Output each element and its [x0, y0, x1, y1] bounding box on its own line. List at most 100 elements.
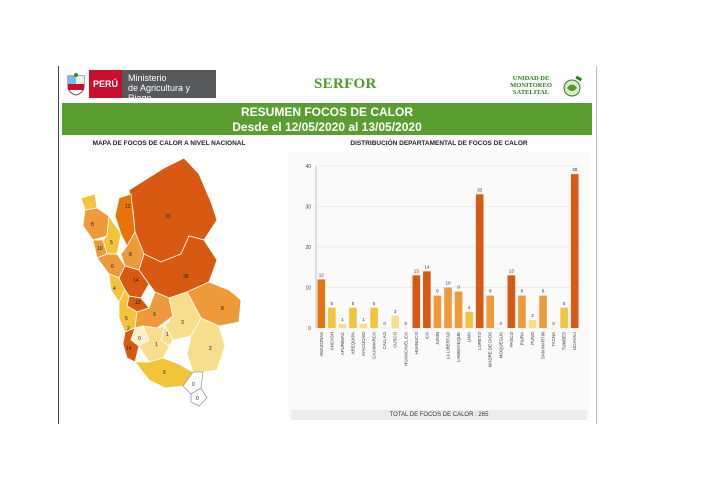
bar-value-label: 5 [373, 301, 376, 306]
bar-value-label: 8 [542, 289, 545, 294]
map-label-ancash: 4 [113, 286, 116, 292]
report-frame: PERÚ Ministerio de Agricultura y Riego S… [58, 66, 597, 424]
chart-bars [317, 174, 579, 328]
bar-value-label: 38 [572, 167, 578, 172]
bar-value-label: 4 [468, 305, 471, 310]
ministry-line1: Ministerio [128, 73, 167, 83]
bar-san-martin [539, 295, 547, 328]
bar-value-label: 12 [319, 272, 325, 277]
category-label: TUMBES [562, 332, 567, 350]
bar-value-label: 0 [500, 321, 503, 326]
map-region-moquegua [182, 371, 204, 395]
category-label: AMAZONAS [319, 332, 324, 357]
bar-amazonas [317, 279, 326, 328]
bar-huanuco [412, 275, 421, 328]
bar-pasco [507, 275, 516, 328]
category-label: MADRE DE DIOS [488, 332, 493, 367]
bar-value-label: 13 [414, 268, 420, 273]
map-label-junin: 9 [153, 312, 156, 318]
chart-panel [288, 152, 590, 418]
map-label-pasco: 13 [135, 300, 141, 306]
bar-value-label: 0 [383, 321, 386, 326]
bar-value-label: 0 [552, 321, 555, 326]
category-label: LIMA [467, 332, 472, 342]
bar-madre-de-dios [486, 295, 495, 328]
category-label: CAJAMARCA [372, 332, 377, 359]
map-region-tumbes [80, 193, 98, 211]
bar-cusco [391, 315, 400, 328]
bar-ancash [328, 307, 336, 328]
map-title: MAPA DE FOCOS DE CALOR A NIVEL NACIONAL [92, 140, 246, 147]
map-label-ica: 14 [126, 346, 132, 352]
map-label-huanuco: 14 [133, 278, 139, 284]
banner-subtitle: Desde el 12/05/2020 al 13/05/2020 [232, 120, 422, 134]
banner-title: RESUMEN FOCOS DE CALOR [240, 105, 413, 119]
category-label: TACNA [551, 332, 556, 347]
category-label: LA LIBERTAD [446, 332, 451, 359]
map-region-labels: 33 12 8 5 10 8 6 14 13 38 8 4 9 5 2 1 1 … [91, 204, 224, 402]
category-label: CUSCO [393, 331, 398, 347]
peru-label: PERÚ [89, 70, 123, 98]
category-label: UCAYALI [572, 332, 577, 350]
category-label: PIURA [519, 332, 524, 345]
category-label: HUANCAVELICA [403, 332, 408, 366]
bar-value-label: 0 [404, 321, 407, 326]
bar-value-label: 14 [424, 264, 430, 269]
bar-junin [433, 295, 442, 328]
bar-la-libertad [444, 287, 452, 328]
category-label: CALLAO [382, 331, 387, 349]
category-label: AYACUCHO [361, 331, 366, 356]
coat-of-arms-icon [63, 70, 89, 98]
category-label: PUNO [530, 331, 535, 344]
map-label-ucayali: 38 [183, 274, 189, 280]
map-label-madre-de-dios: 8 [221, 306, 224, 312]
bar-tumbes [560, 307, 568, 328]
chart-category-labels: AMAZONAS ANCASH APURIMAC AREQUIPA AYACUCHO CA… [319, 331, 577, 367]
map-label-lambayeque: 10 [97, 246, 103, 252]
bar-cajamarca [370, 307, 378, 328]
chart-value-labels: 12 5 1 5 1 5 0 3 0 13 14 8 10 9 4 33 8 0 13 8 2 8 0 5 38 [319, 167, 578, 326]
map-region-piura [82, 207, 110, 241]
unit-line2: MONITOREO [510, 82, 552, 89]
bar-value-label: 8 [489, 289, 492, 294]
map-label-ayacucho: 1 [155, 342, 158, 348]
bar-value-label: 13 [509, 268, 515, 273]
bar-value-label: 1 [341, 317, 344, 322]
category-label: APURIMAC [340, 332, 345, 355]
bar-loreto [475, 194, 484, 328]
map-label-apurimac: 1 [166, 332, 169, 338]
category-label: MOQUEGUA [498, 332, 503, 358]
y-tick-label: 0 [308, 326, 311, 332]
map-region-tacna [190, 387, 208, 407]
ministry-label: Ministerio de Agricultura y Riego [122, 70, 217, 103]
map-region-ica [122, 327, 140, 363]
bar-value-label: 8 [521, 289, 524, 294]
y-tick-label: 40 [305, 164, 311, 170]
report-header: PERÚ Ministerio de Agricultura y Riego S… [59, 66, 596, 103]
map-label-puno: 2 [209, 346, 212, 352]
ministry-logo: PERÚ Ministerio de Agricultura y Riego [63, 70, 217, 103]
category-label: ANCASH [329, 332, 334, 350]
map-label-lima: 5 [125, 316, 128, 322]
map-label-cusco: 3 [181, 320, 184, 326]
bar-value-label: 2 [531, 313, 534, 318]
map-label-la-libertad: 6 [111, 264, 114, 270]
category-label: SAN MARTIN [541, 332, 546, 359]
bar-ucayali [570, 174, 579, 328]
category-label: AREQUIPA [350, 332, 355, 354]
bar-piura [518, 295, 526, 328]
bar-value-label: 5 [352, 301, 355, 306]
bar-value-label: 10 [445, 281, 451, 286]
title-banner: RESUMEN FOCOS DE CALOR Desde el 12/05/20… [62, 103, 592, 135]
map-region-apurimac [160, 324, 174, 347]
unit-label: UNIDAD DE MONITOREO SATELITAL [501, 75, 561, 96]
map-label-lima-south: 2 [127, 326, 130, 332]
bar-arequipa [349, 307, 357, 328]
map-label-huancavelica: 0 [138, 336, 141, 342]
bar-value-label: 33 [477, 187, 483, 192]
bar-value-label: 1 [362, 317, 365, 322]
satellite-globe-icon [561, 75, 583, 103]
chart-y-ticks: 0 10 20 30 40 [305, 164, 311, 332]
y-tick-label: 20 [305, 245, 311, 251]
